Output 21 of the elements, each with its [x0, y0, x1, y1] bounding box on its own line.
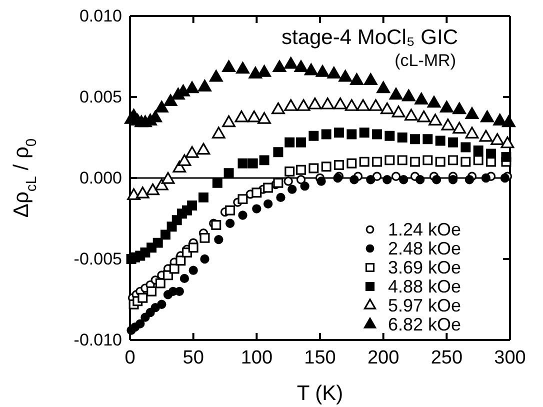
x-tick-label: 150	[304, 347, 336, 368]
y-tick-label: -0.005	[74, 249, 122, 268]
legend-label: 2.48 kOe	[388, 238, 462, 258]
y-tick-label: 0.000	[79, 168, 122, 188]
legend-label: 3.69 kOe	[388, 258, 462, 278]
legend-label: 4.88 kOe	[388, 276, 462, 296]
text: (cL-MR)	[394, 51, 456, 70]
y-tick-label: 0.005	[79, 87, 122, 106]
legend-label: 6.82 kOe	[388, 314, 462, 334]
y-tick-label: 0.010	[79, 6, 122, 26]
text: stage-4 MoCl₅ GIC	[281, 26, 458, 49]
x-tick-label: 50	[182, 347, 204, 368]
legend-label: 5.97 kOe	[388, 296, 462, 316]
legend-label: 1.24 kOe	[388, 220, 462, 240]
x-tick-label: 200	[367, 347, 400, 368]
y-tick-label: -0.010	[74, 330, 122, 350]
x-tick-label: 250	[430, 347, 463, 368]
x-tick-label: 300	[494, 347, 526, 368]
x-tick-label: 100	[240, 347, 273, 368]
x-axis-title: T (K)	[296, 382, 344, 405]
x-tick-label: 0	[124, 347, 136, 368]
